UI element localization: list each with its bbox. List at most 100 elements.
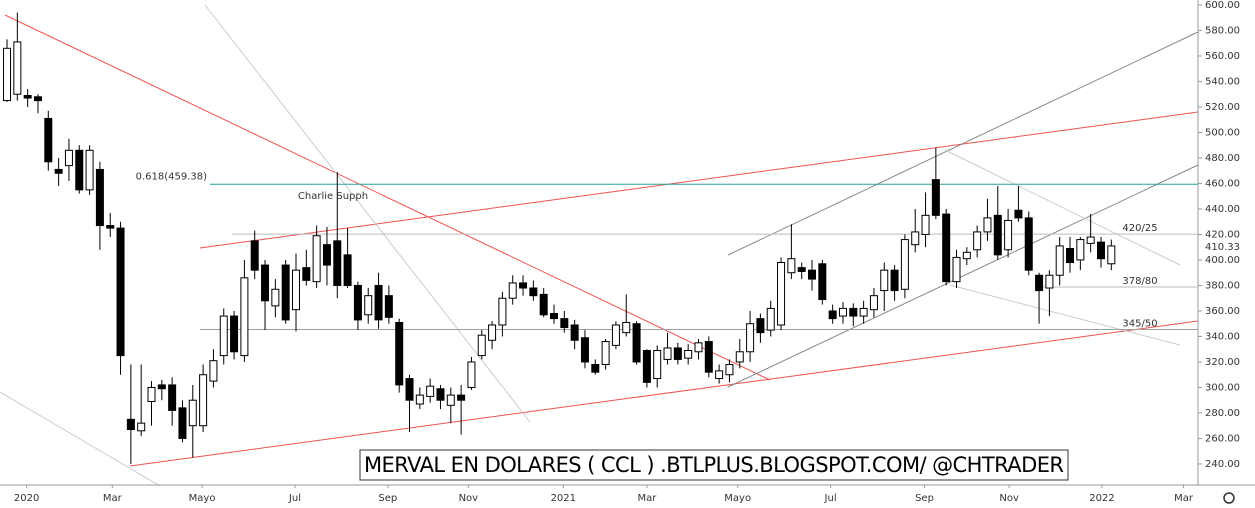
- y-tick-label: 540.00: [1205, 76, 1240, 87]
- candle-body: [75, 149, 84, 191]
- candle-body: [3, 47, 12, 102]
- candle-body: [199, 374, 208, 427]
- candle-body: [704, 341, 713, 373]
- candle-body: [126, 418, 135, 431]
- candle-body: [374, 284, 383, 321]
- trend-line: [204, 4, 531, 423]
- trend-lines: [0, 4, 1199, 487]
- candle-body: [54, 168, 63, 174]
- candle-body: [312, 235, 321, 283]
- candle-body: [384, 295, 393, 318]
- candle-body: [1066, 247, 1075, 264]
- level-label: 378/80: [1122, 276, 1157, 287]
- candle-body: [230, 315, 239, 353]
- candle-body: [725, 364, 734, 376]
- y-tick-label: 480.00: [1205, 153, 1240, 164]
- candle-body: [694, 342, 703, 353]
- y-tick-label: 260.00: [1205, 433, 1240, 444]
- candle-body: [405, 378, 414, 401]
- candle-body: [911, 231, 920, 246]
- y-tick-label: 340.00: [1205, 331, 1240, 342]
- candle-body: [467, 361, 476, 388]
- candle-body: [529, 287, 538, 297]
- trend-line: [199, 111, 1199, 249]
- candle-body: [1014, 209, 1023, 219]
- candle-body: [157, 384, 166, 390]
- y-tick-label: 440.00: [1205, 204, 1240, 215]
- annotation: Charlie Supph: [298, 191, 368, 202]
- candle-body: [591, 364, 600, 373]
- x-tick-label: Mar: [1174, 493, 1194, 504]
- candle-body: [580, 337, 589, 363]
- candle-body: [838, 307, 847, 317]
- candle-body: [1076, 239, 1085, 261]
- candle-body: [818, 263, 827, 300]
- candle-body: [746, 323, 755, 353]
- candle-body: [1004, 219, 1013, 251]
- candle-body: [23, 94, 32, 99]
- banner: MERVAL EN DOLARES ( CCL ) .BTLPLUS.BLOGS…: [364, 453, 1064, 477]
- gear[interactable]: [1223, 492, 1235, 504]
- candle-body: [611, 324, 620, 346]
- last-price-label: 410.33: [1205, 242, 1240, 253]
- candle-body: [921, 214, 930, 235]
- candle-body: [147, 386, 156, 402]
- candle-body: [642, 349, 651, 383]
- y-tick-label: 520.00: [1205, 102, 1240, 113]
- y-tick-label: 580.00: [1205, 25, 1240, 36]
- candle-body: [570, 324, 579, 341]
- y-tick-label: 320.00: [1205, 357, 1240, 368]
- candle-body: [539, 293, 548, 316]
- candle-body: [715, 370, 724, 380]
- x-tick-label: Jul: [288, 493, 301, 504]
- trend-line: [949, 284, 1181, 346]
- candle-body: [560, 318, 569, 329]
- candle-body: [673, 347, 682, 360]
- candle-body: [457, 394, 466, 401]
- x-tick-label: Mar: [637, 493, 657, 504]
- banner-box: [359, 449, 1069, 481]
- candle-body: [302, 267, 311, 281]
- candle-body: [735, 351, 744, 363]
- trend-line: [129, 320, 1199, 467]
- x-tick-label: Mayo: [724, 493, 751, 504]
- candle-body: [869, 295, 878, 311]
- candle-body: [797, 267, 806, 272]
- candle-body: [828, 310, 837, 320]
- x-tick-label: Mayo: [189, 493, 216, 504]
- candle-body: [33, 96, 42, 102]
- candle-body: [446, 394, 455, 406]
- candle-body: [973, 231, 982, 251]
- candle-body: [353, 284, 362, 321]
- x-tick-label: Mar: [103, 493, 123, 504]
- candle-body: [900, 239, 909, 290]
- y-tick-label: 380.00: [1205, 280, 1240, 291]
- candle-body: [44, 117, 53, 163]
- x-tick-label: Sep: [915, 493, 934, 504]
- candle-body: [808, 269, 817, 280]
- candle-body: [931, 179, 940, 216]
- candle-body: [1024, 217, 1033, 271]
- level-label: 0.618(459.38): [136, 171, 208, 182]
- candle-body: [663, 347, 672, 360]
- candle-body: [291, 269, 300, 311]
- candle-body: [622, 321, 631, 334]
- y-tick-label: 500.00: [1205, 127, 1240, 138]
- settings-icon[interactable]: [1223, 492, 1235, 504]
- candle-body: [1035, 274, 1044, 292]
- candle-body: [756, 318, 765, 334]
- candle-body: [13, 41, 22, 95]
- trend-line: [727, 164, 1199, 388]
- candle-body: [168, 384, 177, 411]
- candle-body: [849, 307, 858, 317]
- y-tick-label: 600.00: [1205, 0, 1240, 11]
- trend-line: [944, 149, 1181, 266]
- candle-body: [395, 321, 404, 386]
- candle-body: [601, 341, 610, 366]
- y-tick-label: 280.00: [1205, 408, 1240, 419]
- candle-body: [983, 217, 992, 233]
- y-tick-label: 240.00: [1205, 459, 1240, 470]
- candle-body: [209, 360, 218, 382]
- candle-body: [415, 394, 424, 405]
